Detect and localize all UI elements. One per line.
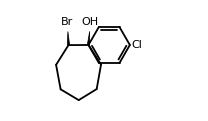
Text: Cl: Cl bbox=[131, 40, 142, 50]
Polygon shape bbox=[87, 31, 90, 45]
Polygon shape bbox=[67, 31, 70, 45]
Text: OH: OH bbox=[82, 17, 99, 27]
Text: Br: Br bbox=[61, 17, 73, 27]
